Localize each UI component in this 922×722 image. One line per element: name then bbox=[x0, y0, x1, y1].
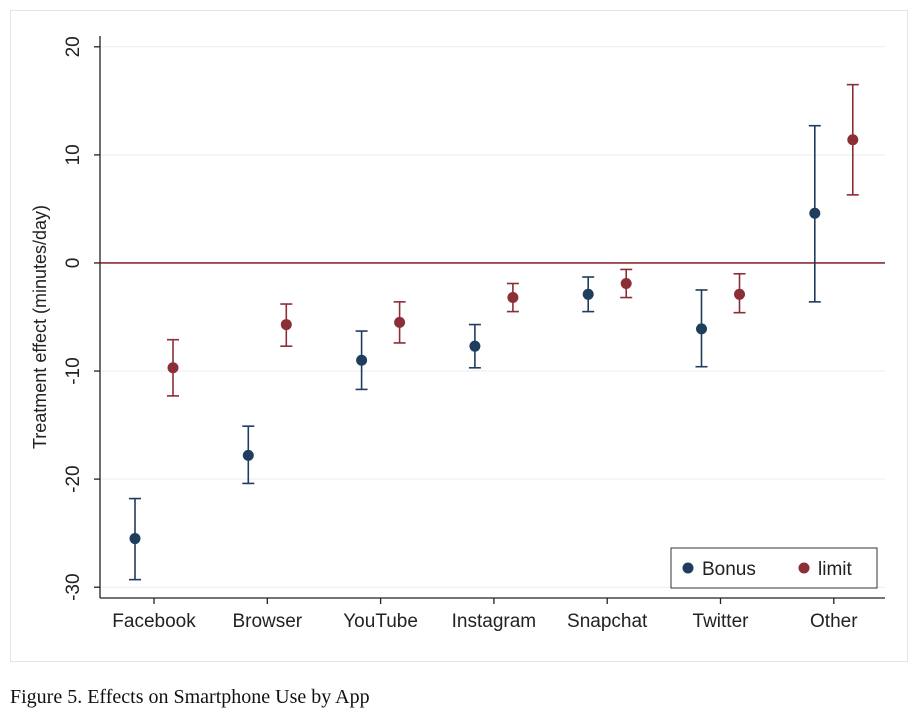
y-tick-label: 10 bbox=[63, 144, 84, 165]
legend-label-bonus: Bonus bbox=[702, 559, 756, 580]
chart: -30 -20 -10 0 10 20 Treatment effect (minutes/… bbox=[30, 36, 885, 632]
data-point-limit bbox=[847, 134, 859, 146]
x-tick-label: YouTube bbox=[343, 611, 418, 632]
legend-marker-bonus bbox=[682, 562, 694, 574]
y-tick-label: -30 bbox=[63, 573, 84, 600]
y-tick-label: 0 bbox=[63, 258, 84, 269]
y-tick-label: -10 bbox=[63, 357, 84, 384]
data-point-limit bbox=[734, 288, 745, 300]
data-point-limit bbox=[620, 277, 632, 289]
data-point-bonus bbox=[242, 449, 254, 461]
data-point-bonus bbox=[129, 533, 141, 545]
data-point-bonus bbox=[696, 323, 707, 335]
x-tick-label: Twitter bbox=[693, 611, 750, 632]
data-point-limit bbox=[167, 362, 179, 374]
x-tick-label: Browser bbox=[232, 611, 302, 632]
data-point-bonus bbox=[469, 340, 481, 352]
x-tick-label: Other bbox=[810, 611, 858, 632]
y-tick-label: -20 bbox=[63, 465, 84, 492]
y-axis-title: Treatment effect (minutes/day) bbox=[30, 205, 50, 449]
x-tick-label: Snapchat bbox=[567, 611, 648, 632]
legend-label-limit: limit bbox=[818, 559, 852, 580]
data-point-bonus bbox=[809, 207, 821, 219]
x-tick-label: Facebook bbox=[112, 611, 196, 632]
data-point-limit bbox=[394, 316, 406, 328]
legend-box bbox=[670, 547, 878, 589]
data-point-limit bbox=[507, 292, 519, 304]
x-tick-label: Instagram bbox=[452, 611, 536, 632]
y-tick-label: 20 bbox=[63, 36, 84, 57]
figure-caption: Figure 5. Effects on Smartphone Use by A… bbox=[10, 686, 370, 708]
legend-marker-limit bbox=[798, 562, 810, 574]
data-point-bonus bbox=[582, 288, 594, 300]
data-point-limit bbox=[280, 319, 292, 331]
chart-panel: -30 -20 -10 0 10 20 Treatment effect (minutes/… bbox=[10, 10, 908, 662]
data-point-bonus bbox=[356, 354, 368, 366]
